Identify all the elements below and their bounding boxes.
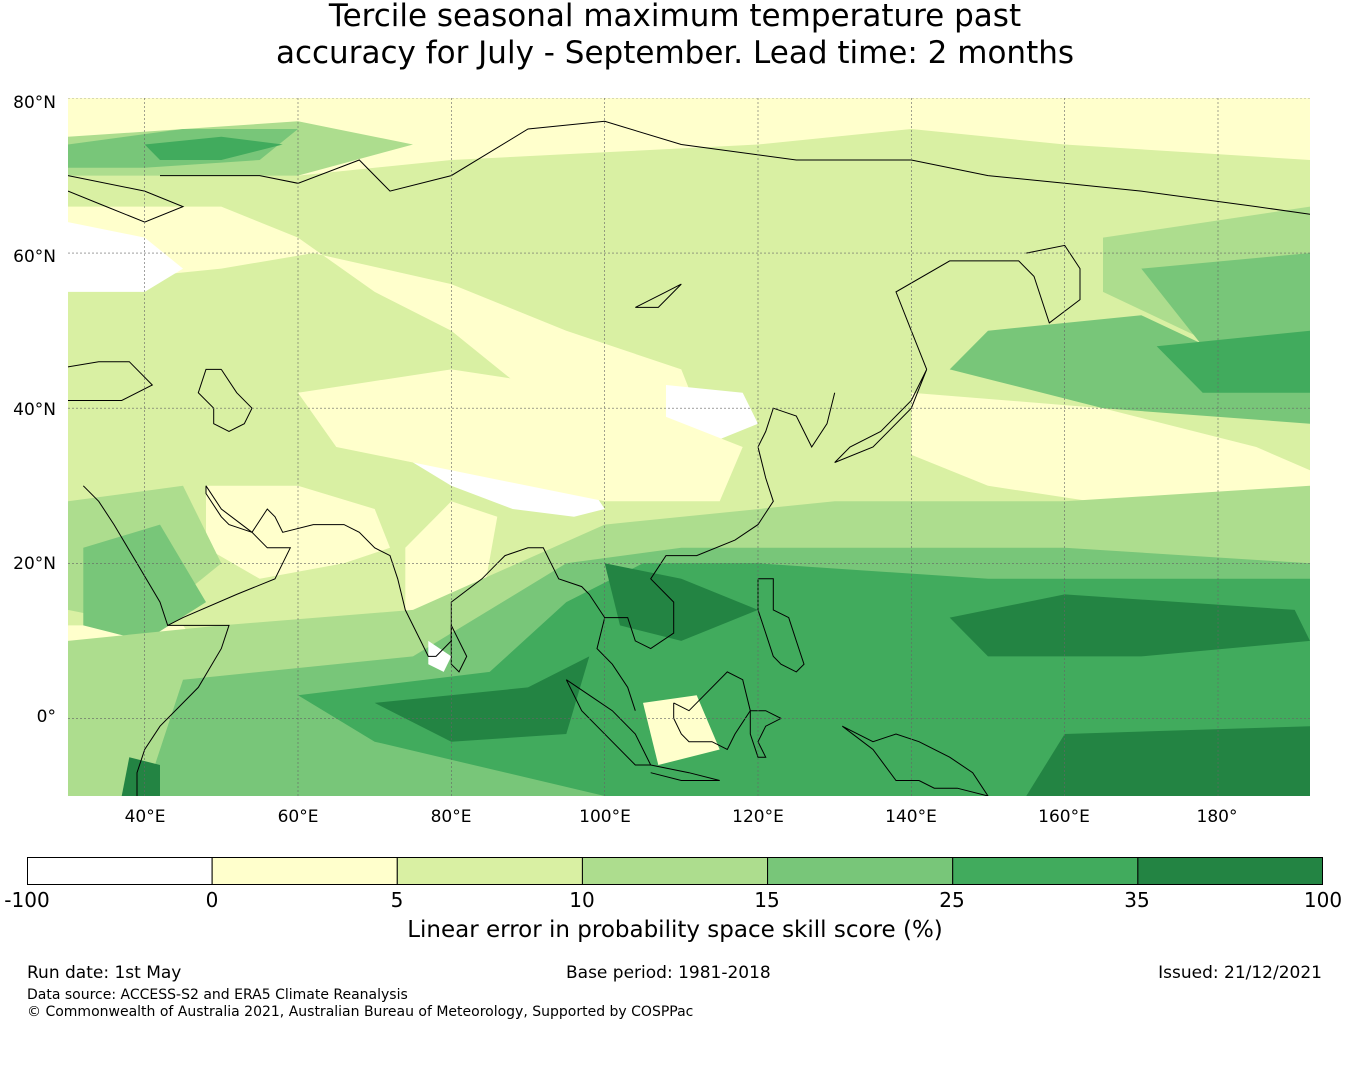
colorbar-tick-minus100: -100 — [4, 888, 50, 912]
coastline-0 — [68, 175, 185, 223]
skill-region-0-5-0 — [68, 98, 1310, 176]
colorbar-segment-6 — [1137, 857, 1323, 885]
graticule — [68, 98, 1310, 796]
skill-region-35-100-27 — [1026, 726, 1310, 796]
skill-score-map — [68, 98, 1310, 796]
colorbar-segment-2 — [396, 857, 583, 885]
run-date: Run date: 1st May — [27, 963, 182, 983]
colorbar-tick-100: 100 — [1303, 888, 1343, 912]
lon-label-40e: 40°E — [124, 807, 166, 827]
lon-label-80e: 80°E — [430, 807, 472, 827]
skill-region-0-5-11 — [911, 392, 1310, 525]
copyright: © Commonwealth of Australia 2021, Austra… — [27, 1004, 694, 1020]
skill-region-lt0-30 — [428, 640, 452, 672]
coastline-3 — [834, 369, 928, 463]
colorbar-label: Linear error in probability space skill … — [407, 917, 943, 943]
skill-region-0-5-6 — [206, 485, 390, 579]
base-period: Base period: 1981-2018 — [566, 963, 771, 983]
lon-label-120e: 120°E — [732, 807, 784, 827]
issued-date: Issued: 21/12/2021 — [1158, 963, 1322, 983]
map-title-line1: Tercile seasonal maximum temperature pas… — [328, 0, 1022, 34]
skill-region-35-100-24 — [374, 656, 590, 742]
colorbar-segment-1 — [211, 857, 398, 885]
lat-label-80n: 80°N — [13, 93, 56, 113]
colorbar-segment-4 — [767, 857, 954, 885]
coastline-13 — [841, 725, 989, 796]
coastline-7 — [136, 624, 230, 796]
map-title-line2: accuracy for July - September. Lead time… — [275, 35, 1075, 71]
skill-region-0-5-5 — [298, 369, 743, 502]
coastline-6 — [82, 485, 292, 627]
skill-region-25-35-14 — [144, 136, 283, 160]
data-source: Data source: ACCESS-S2 and ERA5 Climate … — [27, 987, 408, 1003]
colorbar-segment-0 — [27, 857, 213, 885]
skill-region-15-25-17 — [949, 315, 1310, 424]
lat-label-60n: 60°N — [13, 247, 56, 267]
lon-label-140e: 140°E — [885, 807, 937, 827]
skill-region-lt0-4 — [666, 385, 758, 440]
skill-region-0-5-29 — [643, 695, 720, 765]
coastline-10 — [673, 671, 751, 751]
lon-label-180: 180° — [1196, 807, 1238, 827]
coastline-1 — [160, 120, 1310, 215]
coastline-16 — [635, 283, 682, 308]
colorbar-tick-35: 35 — [1124, 888, 1150, 912]
coastline-11 — [749, 710, 783, 758]
skill-regions — [68, 98, 1310, 796]
skill-region-35-100-25 — [604, 563, 758, 641]
lat-label-0: 0° — [36, 707, 56, 727]
lat-label-40n: 40°N — [13, 400, 56, 420]
skill-region-35-100-26 — [949, 594, 1310, 657]
lon-label-60e: 60°E — [277, 807, 319, 827]
lon-label-100e: 100°E — [579, 807, 631, 827]
skill-region-0-5-1 — [68, 206, 697, 424]
lon-label-160e: 160°E — [1038, 807, 1090, 827]
colorbar — [27, 857, 1323, 885]
lat-label-20n: 20°N — [13, 554, 56, 574]
colorbar-tick-10: 10 — [569, 888, 595, 912]
coastline-9 — [650, 764, 720, 781]
skill-region-15-25-16 — [1141, 253, 1310, 347]
coastline-15 — [68, 361, 154, 401]
colorbar-segment-3 — [581, 857, 769, 885]
coastline-5 — [205, 485, 606, 657]
coastline-14 — [197, 368, 253, 433]
colorbar-tick-15: 15 — [754, 888, 780, 912]
coastlines — [68, 120, 1310, 796]
colorbar-outline — [27, 857, 1323, 885]
skill-region-lt0-2 — [68, 222, 183, 292]
colorbar-tick-0: 0 — [205, 888, 219, 912]
colorbar-tick-25: 25 — [939, 888, 965, 912]
coastline-2 — [895, 244, 1081, 370]
skill-region-25-35-18 — [1156, 330, 1310, 393]
colorbar-tick-5: 5 — [390, 888, 404, 912]
skill-region-35-100-28 — [121, 757, 160, 796]
colorbar-segment-5 — [952, 857, 1139, 885]
coastline-12 — [757, 578, 805, 673]
